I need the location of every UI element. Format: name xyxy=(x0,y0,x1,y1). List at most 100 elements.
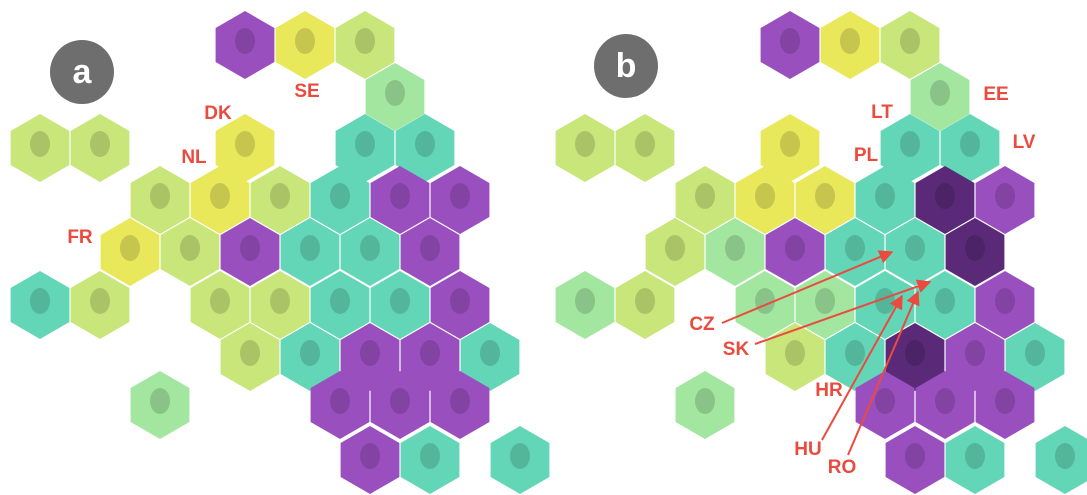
hex-portrait xyxy=(760,114,820,182)
face-silhouette xyxy=(815,288,835,314)
face-silhouette xyxy=(780,28,800,54)
hex-portrait xyxy=(335,114,395,182)
hex-portrait xyxy=(910,63,970,131)
hex-portrait xyxy=(160,218,220,286)
face-silhouette xyxy=(300,235,320,261)
hex-portrait xyxy=(705,218,765,286)
hex-portrait xyxy=(760,11,820,79)
hex-portrait xyxy=(825,323,885,391)
face-silhouette xyxy=(935,183,955,209)
country-label: PL xyxy=(854,145,879,166)
country-label: FR xyxy=(67,227,93,248)
face-silhouette xyxy=(390,183,410,209)
panel-badge xyxy=(594,34,658,98)
face-silhouette xyxy=(360,443,380,469)
face-silhouette xyxy=(450,288,470,314)
hex-portrait xyxy=(220,323,280,391)
hex-portrait xyxy=(220,218,280,286)
face-silhouette xyxy=(30,288,50,314)
panel-a: a SE DK NL FR xyxy=(50,40,320,248)
face-silhouette xyxy=(360,235,380,261)
face-silhouette xyxy=(935,288,955,314)
hex-portrait xyxy=(675,371,735,439)
face-silhouette xyxy=(875,183,895,209)
face-silhouette xyxy=(900,28,920,54)
face-silhouette xyxy=(1025,340,1045,366)
face-silhouette xyxy=(385,80,405,106)
hex-portrait xyxy=(765,323,825,391)
hex-portrait xyxy=(250,271,310,339)
face-silhouette xyxy=(755,183,775,209)
hex-portrait xyxy=(430,166,490,234)
hex-portrait xyxy=(975,271,1035,339)
hex-portrait xyxy=(310,166,370,234)
hex-portrait xyxy=(400,426,460,494)
face-silhouette xyxy=(575,131,595,157)
country-label: DK xyxy=(204,103,232,124)
hex-portrait xyxy=(280,218,340,286)
country-label: CZ xyxy=(689,314,715,335)
country-label: EE xyxy=(983,84,1008,105)
hex-portrait xyxy=(915,166,975,234)
hex-portrait xyxy=(880,11,940,79)
country-label: HU xyxy=(794,439,821,460)
face-silhouette xyxy=(725,235,745,261)
face-silhouette xyxy=(815,183,835,209)
face-silhouette xyxy=(90,288,110,314)
face-silhouette xyxy=(905,443,925,469)
face-silhouette xyxy=(240,340,260,366)
face-silhouette xyxy=(180,235,200,261)
face-silhouette xyxy=(390,288,410,314)
panel-label: b xyxy=(616,47,637,85)
arrows xyxy=(721,250,932,456)
hex-portrait xyxy=(945,323,1005,391)
face-silhouette xyxy=(480,340,500,366)
face-silhouette xyxy=(270,288,290,314)
hex-portrait xyxy=(130,166,190,234)
hex-portrait xyxy=(735,166,795,234)
face-silhouette xyxy=(960,131,980,157)
face-silhouette xyxy=(355,28,375,54)
hex-portrait xyxy=(190,271,250,339)
face-silhouette xyxy=(900,131,920,157)
face-silhouette xyxy=(90,131,110,157)
hex-portrait xyxy=(215,11,275,79)
hex-portrait xyxy=(885,218,945,286)
face-silhouette xyxy=(235,28,255,54)
hex-portrait xyxy=(400,218,460,286)
face-silhouette xyxy=(995,183,1015,209)
hex-portrait xyxy=(555,114,615,182)
hex-portrait xyxy=(855,371,915,439)
hex-portrait xyxy=(1035,426,1087,494)
hex-portrait xyxy=(915,371,975,439)
face-silhouette xyxy=(360,340,380,366)
face-silhouette xyxy=(845,235,865,261)
hex-portrait xyxy=(395,114,455,182)
country-label: SE xyxy=(294,81,319,102)
face-silhouette xyxy=(995,388,1015,414)
face-silhouette xyxy=(665,235,685,261)
face-silhouette xyxy=(330,183,350,209)
hex-layer xyxy=(10,11,1087,494)
face-silhouette xyxy=(635,131,655,157)
hex-portrait xyxy=(1005,323,1065,391)
hex-portrait xyxy=(365,63,425,131)
hex-portrait xyxy=(70,271,130,339)
hex-portrait xyxy=(70,114,130,182)
hex-portrait xyxy=(490,426,550,494)
face-silhouette xyxy=(840,28,860,54)
face-silhouette xyxy=(930,80,950,106)
arrow xyxy=(721,250,894,324)
country-label: LT xyxy=(871,102,893,123)
hex-portrait xyxy=(400,323,460,391)
face-silhouette xyxy=(965,340,985,366)
panel-badge xyxy=(50,40,114,104)
hex-portrait xyxy=(430,271,490,339)
hex-portrait xyxy=(975,166,1035,234)
face-silhouette xyxy=(995,288,1015,314)
hex-portrait xyxy=(795,166,855,234)
hex-portrait xyxy=(310,271,370,339)
hex-portrait xyxy=(10,271,70,339)
face-silhouette xyxy=(150,388,170,414)
